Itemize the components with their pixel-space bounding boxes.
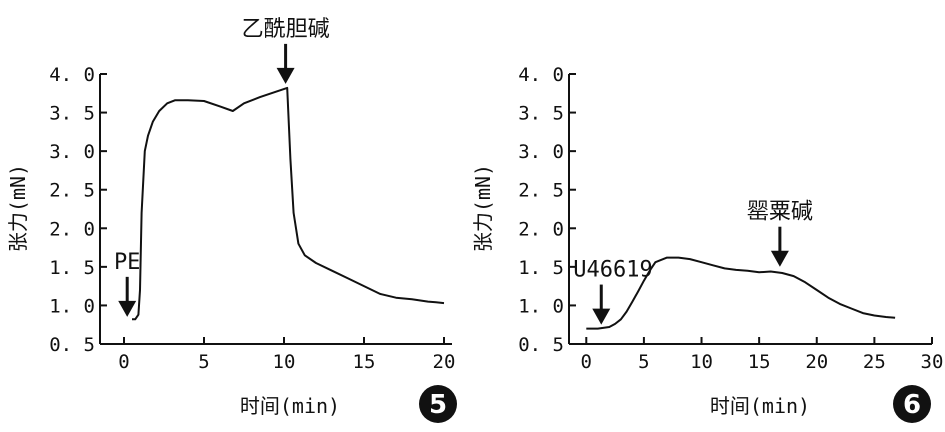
x-ticks-6: 0 5 10 15 20 25 30 <box>581 337 944 373</box>
tension-trace-5 <box>132 86 445 321</box>
y-tick-label: 1. 0 <box>49 295 95 317</box>
panel-badge-6: 6 <box>893 385 931 423</box>
panel-badge-5: 5 <box>419 385 457 423</box>
annotation-label: U46619 <box>573 258 652 283</box>
y-axis-title-5: 张力(mN) <box>6 164 30 252</box>
y-tick-label: 2. 0 <box>518 218 564 240</box>
x-tick-label: 30 <box>921 351 944 373</box>
x-axis-title-5: 时间(min) <box>240 394 340 418</box>
x-tick-label: 20 <box>805 351 828 373</box>
x-tick-label: 20 <box>433 351 456 373</box>
y-tick-label: 4. 0 <box>49 64 95 86</box>
annotation-arrow-head <box>118 300 137 317</box>
y-tick-label: 1. 5 <box>518 257 564 279</box>
x-tick-label: 0 <box>581 351 592 373</box>
y-ticks-6: 0. 5 1. 0 1. 5 2. 0 2. 5 3. 0 3. 5 4. 0 <box>518 64 576 356</box>
x-tick-label: 5 <box>198 351 209 373</box>
chart-panel-6: 张力(mN) 0. 51. 01. 52. 02. 53. 03. 54. 0 … <box>471 64 943 423</box>
y-tick-label: 2. 0 <box>49 218 95 240</box>
y-ticks-5: 0. 5 1. 0 1. 5 2. 0 2. 5 3. 0 3. 5 4. 0 <box>49 64 107 356</box>
annotation-label: PE <box>114 250 141 275</box>
panel-badge-label-6: 6 <box>903 390 921 420</box>
y-tick-label: 2. 5 <box>518 180 564 202</box>
y-tick-label: 2. 5 <box>49 180 95 202</box>
x-tick-label: 10 <box>690 351 713 373</box>
tension-trace-6 <box>586 256 896 330</box>
x-ticks-5: 0 5 10 15 20 <box>118 337 455 373</box>
annotation-label: 乙酰胆碱 <box>242 17 330 42</box>
y-tick-label: 3. 5 <box>49 103 95 125</box>
y-tick-label: 3. 5 <box>518 103 564 125</box>
x-tick-label: 25 <box>863 351 886 373</box>
y-tick-label: 1. 5 <box>49 257 95 279</box>
annotations-5: PE 乙酰胆碱 <box>114 17 330 317</box>
y-tick-label: 1. 0 <box>518 295 564 317</box>
chart-panel-5: 张力(mN) 0. 51. 01. 52. 02. 53. 03. 54. 0 … <box>6 17 457 423</box>
x-tick-label: 15 <box>748 351 771 373</box>
y-axis-title-6: 张力(mN) <box>471 164 495 252</box>
panel-badge-label-5: 5 <box>429 390 447 420</box>
y-tick-label: 3. 0 <box>49 141 95 163</box>
x-axis-title-6: 时间(min) <box>710 394 810 418</box>
y-tick-label: 4. 0 <box>518 64 564 86</box>
annotation-arrow-head <box>592 308 611 325</box>
annotation-arrow-head <box>770 250 789 267</box>
x-tick-label: 5 <box>638 351 649 373</box>
y-tick-label: 0. 5 <box>49 334 95 356</box>
panel-badge-circle-6 <box>893 385 931 423</box>
annotation-arrow-head <box>276 67 295 84</box>
x-tick-label: 0 <box>118 351 129 373</box>
annotations-6: U46619 罂粟碱 <box>573 200 813 325</box>
y-tick-label: 0. 5 <box>518 334 564 356</box>
panel-badge-circle-5 <box>419 385 457 423</box>
x-tick-label: 15 <box>353 351 376 373</box>
annotation-label: 罂粟碱 <box>747 200 813 225</box>
y-tick-label: 3. 0 <box>518 141 564 163</box>
x-tick-label: 10 <box>273 351 296 373</box>
